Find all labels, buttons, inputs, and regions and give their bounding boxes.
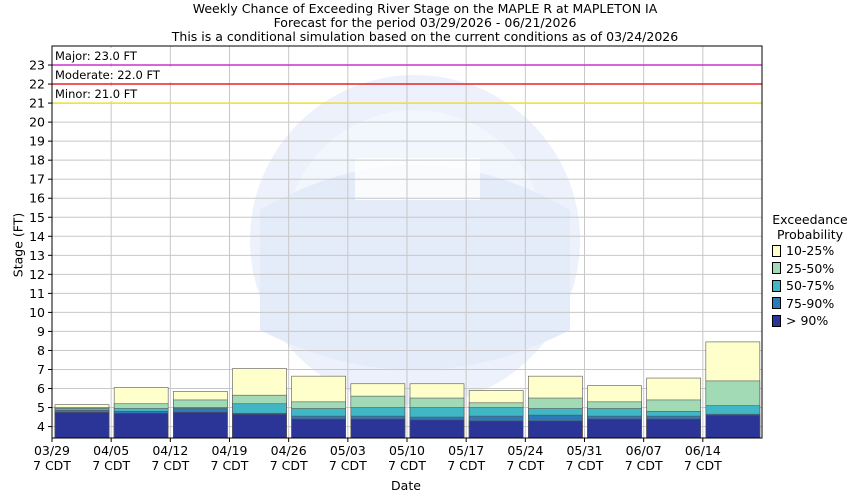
legend-item: > 90% [772, 312, 850, 330]
x-tick-sublabel: 7 CDT [506, 458, 544, 473]
y-tick-label: 16 [29, 191, 45, 206]
bar-segment [350, 418, 406, 439]
legend-swatch [772, 262, 781, 275]
y-tick-label: 13 [29, 248, 45, 263]
legend-item: 75-90% [772, 295, 850, 313]
x-tick-label: 06/07 [626, 443, 662, 458]
x-axis-label: Date [391, 478, 421, 493]
chart-subtitle-period: Forecast for the period 03/29/2026 - 06/… [273, 15, 577, 30]
y-tick-label: 11 [29, 286, 45, 301]
legend-label: 25-50% [786, 260, 835, 276]
x-tick-label: 04/12 [152, 443, 188, 458]
legend-swatch [772, 297, 781, 310]
x-tick-label: 04/05 [93, 443, 129, 458]
bar-segment [173, 412, 228, 439]
y-tick-label: 15 [29, 210, 45, 225]
chart-title: Weekly Chance of Exceeding River Stage o… [192, 1, 658, 16]
y-tick-label: 6 [37, 381, 45, 396]
legend-label: 10-25% [786, 243, 835, 259]
x-tick-sublabel: 7 CDT [388, 458, 426, 473]
y-tick-label: 20 [29, 115, 45, 130]
x-tick-label: 03/29 [34, 443, 70, 458]
legend-swatch [772, 279, 781, 292]
y-tick-label: 23 [29, 58, 45, 73]
legend-label: 75-90% [786, 295, 835, 311]
x-tick-label: 06/14 [685, 443, 721, 458]
threshold-label-bg [53, 48, 157, 64]
x-tick-sublabel: 7 CDT [447, 458, 485, 473]
chart-subtitle-conditions: This is a conditional simulation based o… [171, 29, 679, 44]
x-tick-sublabel: 7 CDT [92, 458, 130, 473]
y-tick-label: 17 [29, 172, 45, 187]
bar-segment [528, 420, 583, 439]
x-tick-label: 05/10 [389, 443, 425, 458]
x-tick-sublabel: 7 CDT [625, 458, 663, 473]
y-tick-label: 21 [29, 96, 45, 111]
y-tick-label: 14 [29, 229, 45, 244]
y-tick-label: 22 [29, 77, 45, 92]
x-tick-label: 05/24 [507, 443, 543, 458]
threshold-label: Moderate: 22.0 FT [55, 68, 161, 82]
y-tick-label: 8 [37, 343, 45, 358]
legend: Exceedance Probability 10-25% 25-50% 50-75… [770, 212, 850, 330]
x-tick-sublabel: 7 CDT [329, 458, 367, 473]
bar-segment [291, 418, 346, 439]
x-tick-label: 04/26 [271, 443, 307, 458]
bar-segment [646, 418, 701, 439]
legend-title-line-1: Exceedance [772, 212, 848, 227]
y-tick-label: 4 [37, 419, 45, 434]
legend-item: 50-75% [772, 277, 850, 295]
x-tick-label: 04/19 [211, 443, 247, 458]
x-tick-label: 05/17 [448, 443, 484, 458]
x-tick-label: 05/03 [330, 443, 366, 458]
x-tick-sublabel: 7 CDT [270, 458, 308, 473]
x-tick-sublabel: 7 CDT [684, 458, 722, 473]
legend-label: 50-75% [786, 278, 835, 294]
x-tick-label: 05/31 [566, 443, 602, 458]
legend-swatch [772, 314, 781, 327]
bar-segment [409, 419, 465, 439]
threshold-label: Major: 23.0 FT [55, 49, 138, 63]
bar-segment [705, 414, 761, 439]
y-tick-label: 10 [29, 305, 45, 320]
legend-swatch [772, 244, 781, 257]
bar-segment [468, 420, 524, 439]
threshold-label-bg [53, 67, 178, 83]
y-tick-label: 18 [29, 153, 45, 168]
y-tick-label: 9 [37, 324, 45, 339]
y-tick-label: 7 [37, 362, 45, 377]
x-tick-sublabel: 7 CDT [33, 458, 71, 473]
x-tick-sublabel: 7 CDT [151, 458, 189, 473]
threshold-label-bg [53, 86, 157, 102]
threshold-label: Minor: 21.0 FT [55, 87, 138, 101]
x-tick-sublabel: 7 CDT [566, 458, 604, 473]
y-tick-label: 12 [29, 267, 45, 282]
y-axis-label: Stage (FT) [10, 212, 26, 278]
bar-segment [54, 412, 110, 439]
legend-item: 25-50% [772, 260, 850, 278]
bar-segment [113, 412, 169, 439]
x-tick-sublabel: 7 CDT [211, 458, 249, 473]
legend-label: > 90% [786, 313, 829, 329]
y-tick-label: 19 [29, 134, 45, 149]
legend-title-line-2: Probability [776, 227, 844, 242]
bar-segment [587, 418, 642, 439]
bar-segment [232, 413, 287, 439]
y-tick-label: 5 [37, 400, 45, 415]
legend-item: 10-25% [772, 242, 850, 260]
noaa-watermark-logo [250, 75, 580, 405]
